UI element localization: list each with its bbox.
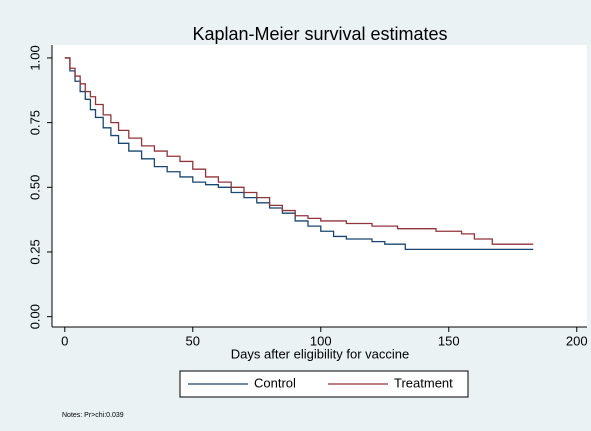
x-axis-label: Days after eligibility for vaccine [231,346,409,361]
legend-label: Control [254,375,296,390]
y-tick-label: 0.00 [27,304,42,329]
survival-curve [64,57,534,251]
x-tick-label: 100 [310,333,332,348]
chart-title: Kaplan-Meier survival estimates [192,24,447,44]
y-tick-label: 0.75 [27,110,42,135]
note: Notes: Pr>chi:0.039 [62,412,124,419]
x-tick-label: 0 [61,333,68,348]
y-tick-label: 1.00 [27,45,42,70]
y-tick-label: 0.25 [27,239,42,264]
plot-area [52,45,587,327]
x-tick-label: 150 [438,333,460,348]
y-tick-label: 0.50 [27,175,42,200]
x-tick-label: 200 [566,333,588,348]
x-tick-label: 50 [186,333,200,348]
survival-curve [64,57,534,245]
legend-label: Treatment [394,375,453,390]
